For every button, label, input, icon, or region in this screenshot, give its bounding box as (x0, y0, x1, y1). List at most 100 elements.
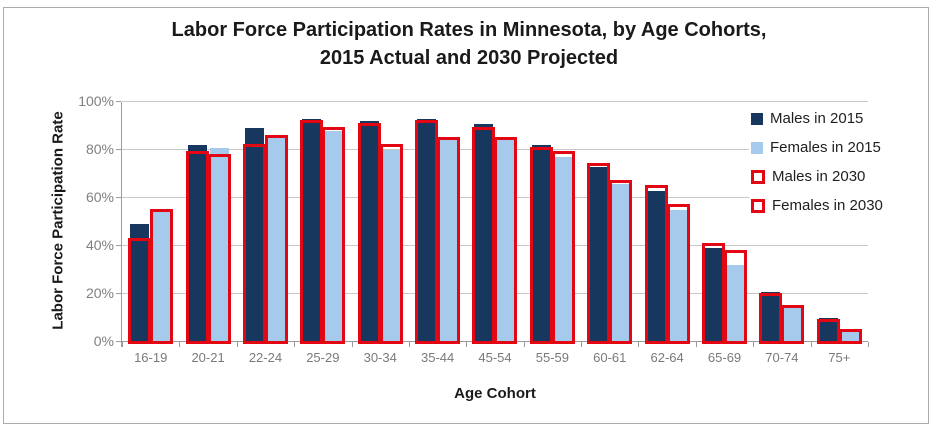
x-tick (638, 342, 640, 347)
barpair-males-60-61 (587, 102, 611, 344)
barpair-males-20-21 (185, 102, 209, 344)
legend-item-females-in-2015: Females in 2015 (751, 133, 883, 162)
legend: Males in 2015 Females in 2015 Males in 203… (749, 102, 887, 222)
chart-title-line1: Labor Force Participation Rates in Minne… (171, 19, 767, 41)
bar-females-2015-45-54 (496, 140, 516, 342)
x-category-label-75+: 75+ (828, 350, 851, 365)
legend-swatch-icon (751, 141, 763, 154)
cohort-group-30-34 (352, 102, 409, 344)
cohort-group-16-19 (122, 102, 179, 344)
barpair-males-30-34 (357, 102, 381, 344)
cohort-group-62-64 (638, 102, 695, 344)
bar-females-2030-60-61 (609, 180, 633, 344)
plot-area: 0% 20% 40% 60% 80% 100% (78, 94, 869, 348)
legend-item-males-in-2030: Males in 2030 (751, 162, 883, 191)
legend-swatch-icon (751, 169, 765, 184)
bar-males-2030-30-34 (357, 122, 381, 344)
bar-females-2015-16-19 (152, 212, 172, 342)
bar-males-2015-60-61 (589, 166, 609, 342)
y-tick-80% (116, 149, 121, 150)
barpair-females-60-61 (609, 102, 633, 344)
bar-females-2015-60-61 (611, 183, 631, 342)
y-tick-label: 0% (93, 333, 114, 349)
bar-females-2030-62-64 (666, 204, 690, 344)
bar-males-2015-70-74 (761, 291, 781, 342)
bar-females-2015-62-64 (668, 210, 688, 342)
x-category-label-35-44: 35-44 (420, 350, 455, 365)
barpair-males-16-19 (128, 102, 152, 344)
cohort-group-35-44 (409, 102, 466, 344)
barpair-females-75+ (838, 102, 862, 344)
bar-males-2015-30-34 (359, 121, 379, 342)
bar-males-2015-25-29 (302, 118, 322, 342)
barpair-females-70-74 (781, 102, 805, 344)
y-axis-line (121, 102, 122, 347)
cohort-group-65-69 (696, 102, 753, 344)
x-category-label-25-29: 25-29 (306, 350, 340, 365)
x-category-label-45-54: 45-54 (478, 350, 512, 365)
cohort-group-25-29 (294, 102, 351, 344)
bar-males-2030-25-29 (300, 120, 324, 344)
x-tick (294, 342, 296, 347)
bar-males-2030-16-19 (128, 237, 152, 344)
barpair-females-65-69 (724, 102, 748, 344)
x-tick (868, 342, 869, 347)
x-tick (179, 342, 181, 347)
barpair-females-35-44 (437, 102, 461, 344)
chart-title-line2: 2015 Actual and 2030 Projected (319, 47, 619, 69)
bar-males-2015-35-44 (417, 118, 437, 342)
y-tick-60% (116, 197, 121, 198)
bar-females-2030-22-24 (264, 134, 288, 344)
x-category-label-55-59: 55-59 (535, 350, 569, 365)
x-category-label-65-69: 65-69 (707, 350, 742, 365)
y-tick-label: 60% (85, 189, 114, 205)
y-tick-label: 100% (78, 93, 114, 109)
x-tick (753, 342, 755, 347)
legend-item-females-in-2030: Females in 2030 (751, 191, 883, 220)
bar-males-2030-45-54 (472, 127, 496, 344)
gridline-100% (122, 101, 868, 102)
bar-females-2030-45-54 (494, 137, 518, 344)
x-axis-title: Age Cohort (454, 385, 536, 402)
bar-females-2015-35-44 (439, 140, 459, 342)
barpair-males-25-29 (300, 102, 324, 344)
bar-males-2030-20-21 (185, 151, 209, 344)
y-axis-title: Labor Force Participation Rate (49, 111, 67, 330)
cohort-group-70-74 (753, 102, 810, 344)
x-axis-labels: 16-19 20-21 22-24 25-29 30-34 35-44 45-54 55-59… (122, 350, 868, 366)
barpair-females-16-19 (150, 102, 174, 344)
bar-males-2030-65-69 (702, 242, 726, 344)
legend-label: Males in 2015 (770, 110, 864, 127)
bar-females-2030-55-59 (551, 151, 575, 344)
barpair-males-75+ (816, 102, 840, 344)
bar-males-2015-20-21 (187, 145, 207, 342)
barpair-females-25-29 (322, 102, 346, 344)
bar-females-2030-16-19 (150, 209, 174, 344)
legend-label: Females in 2015 (770, 139, 881, 156)
x-tick (695, 342, 697, 347)
cohort-group-75+ (811, 102, 868, 344)
bar-males-2030-22-24 (242, 144, 266, 344)
x-category-label-60-61: 60-61 (593, 350, 627, 365)
barpair-females-45-54 (494, 102, 518, 344)
bar-females-2015-65-69 (726, 265, 746, 342)
x-category-label-70-74: 70-74 (765, 350, 799, 365)
barpair-males-35-44 (415, 102, 439, 344)
x-category-label-62-64: 62-64 (650, 350, 684, 365)
barpair-females-22-24 (264, 102, 288, 344)
x-category-label-22-24: 22-24 (248, 350, 283, 365)
bar-females-2030-65-69 (724, 249, 748, 344)
y-tick-label: 80% (85, 141, 114, 157)
bar-males-2030-55-59 (529, 146, 553, 344)
y-tick-40% (116, 245, 121, 246)
bar-females-2030-25-29 (322, 127, 346, 344)
bar-males-2015-45-54 (474, 123, 494, 342)
y-tick-label: 20% (85, 285, 114, 301)
bar-females-2015-70-74 (783, 308, 803, 342)
barpair-males-70-74 (759, 102, 783, 344)
x-tick (523, 342, 525, 347)
cohort-group-55-59 (524, 102, 581, 344)
x-category-label-30-34: 30-34 (363, 350, 397, 365)
bar-males-2030-60-61 (587, 163, 611, 344)
